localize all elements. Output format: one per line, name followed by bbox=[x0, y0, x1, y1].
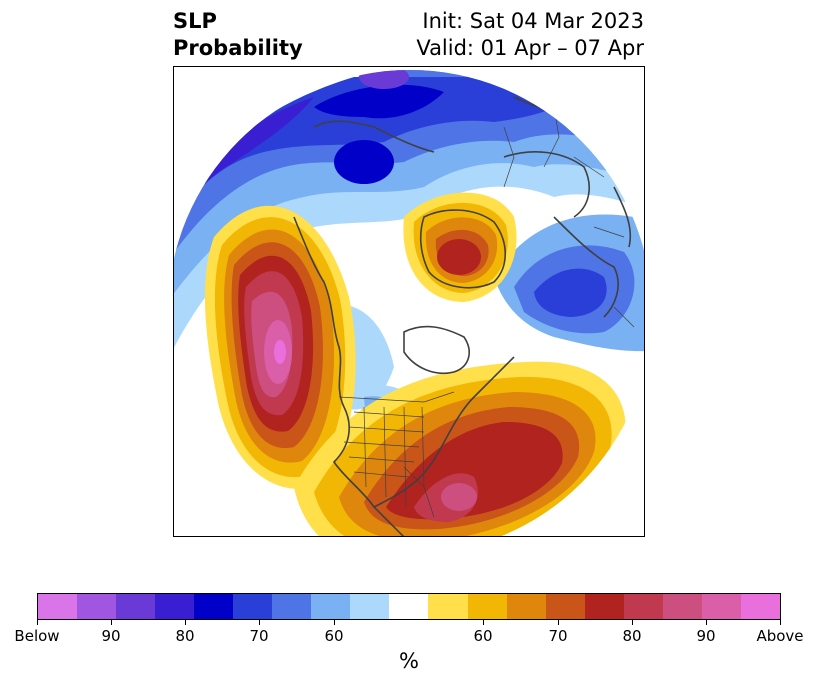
colorbar-tickmark bbox=[259, 620, 260, 625]
title-metric: Probability bbox=[173, 36, 303, 60]
colorbar-cell bbox=[194, 594, 234, 619]
colorbar-cell bbox=[155, 594, 195, 619]
colorbar-tick-label: 70 bbox=[548, 627, 568, 645]
colorbar-cell bbox=[311, 594, 351, 619]
map-panel bbox=[173, 66, 645, 537]
probability-map bbox=[174, 70, 644, 536]
colorbar-cell bbox=[77, 594, 117, 619]
colorbar-tickmark bbox=[334, 620, 335, 625]
colorbar-tick-label: Above bbox=[756, 627, 804, 645]
colorbar-tickmark bbox=[483, 620, 484, 625]
colorbar-cell bbox=[506, 594, 546, 619]
colorbar-cell bbox=[545, 594, 585, 619]
colorbar-cell bbox=[701, 594, 741, 619]
colorbar-cell bbox=[233, 594, 273, 619]
colorbar-cell bbox=[740, 594, 780, 619]
colorbar-tick-label: 80 bbox=[175, 627, 195, 645]
colorbar-cell bbox=[116, 594, 156, 619]
colorbar-cell bbox=[389, 594, 429, 619]
colorbar-tick-label: 70 bbox=[249, 627, 269, 645]
valid-range: Valid: 01 Apr – 07 Apr bbox=[416, 36, 644, 60]
colorbar-cell bbox=[428, 594, 468, 619]
title-left: SLP Probability bbox=[173, 8, 303, 62]
colorbar-cell bbox=[623, 594, 663, 619]
colorbar-tickmark bbox=[37, 620, 38, 625]
colorbar bbox=[37, 593, 781, 620]
colorbar-cell bbox=[584, 594, 624, 619]
colorbar-cell bbox=[662, 594, 702, 619]
colorbar-cell bbox=[38, 594, 78, 619]
colorbar-tick-label: 90 bbox=[696, 627, 716, 645]
colorbar-tick-label: 90 bbox=[101, 627, 121, 645]
colorbar-tick-label: Below bbox=[14, 627, 60, 645]
colorbar-cell bbox=[467, 594, 507, 619]
colorbar-cell bbox=[350, 594, 390, 619]
colorbar-tickmark bbox=[558, 620, 559, 625]
colorbar-tickmark bbox=[111, 620, 112, 625]
colorbar-tickmark bbox=[780, 620, 781, 625]
colorbar-tickmark bbox=[185, 620, 186, 625]
colorbar-cell bbox=[272, 594, 312, 619]
colorbar-tickmark bbox=[632, 620, 633, 625]
colorbar-tickmark bbox=[706, 620, 707, 625]
title-variable: SLP bbox=[173, 9, 217, 33]
colorbar-tick-label: 80 bbox=[622, 627, 642, 645]
colorbar-unit-label: % bbox=[399, 649, 419, 673]
colorbar-tick-label: 60 bbox=[473, 627, 493, 645]
colorbar-tick-label: 60 bbox=[324, 627, 344, 645]
title-right: Init: Sat 04 Mar 2023 Valid: 01 Apr – 07… bbox=[416, 8, 644, 62]
init-date: Init: Sat 04 Mar 2023 bbox=[422, 9, 644, 33]
